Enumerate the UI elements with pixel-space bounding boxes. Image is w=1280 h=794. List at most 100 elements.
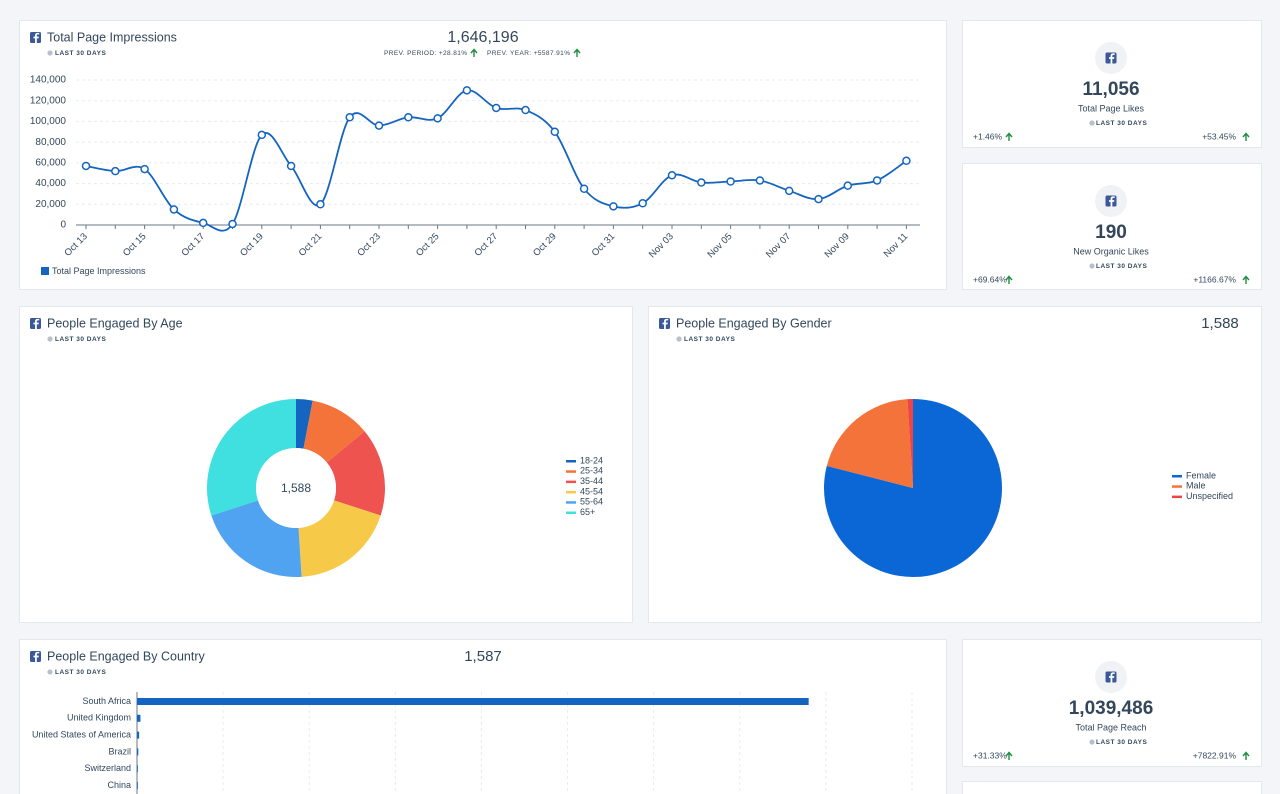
globe-icon (676, 336, 682, 342)
widget-total: 1,587 (464, 648, 502, 665)
y-tick-label: 140,000 (30, 75, 67, 86)
widget-period: LAST 30 DAYS (55, 50, 106, 57)
globe-icon (1089, 263, 1095, 269)
data-point (228, 219, 237, 229)
bar (137, 765, 138, 773)
data-point (726, 177, 735, 186)
legend-swatch (1172, 485, 1182, 488)
fb-f (1109, 196, 1115, 207)
bar (137, 714, 141, 722)
slice (907, 399, 913, 488)
change-period: +31.33% (973, 750, 1007, 760)
fb-f (33, 32, 40, 43)
widget-total: 1,588 (1201, 315, 1239, 332)
data-point (345, 113, 354, 122)
reach-card (962, 639, 1262, 767)
up-arrow (1005, 132, 1013, 141)
up-arrow (1005, 275, 1013, 284)
data-point (374, 121, 384, 130)
stat-period: LAST 30 DAYS (1096, 120, 1147, 127)
legend-label: 18-24 (580, 455, 603, 465)
legend-swatch (566, 480, 576, 484)
stat-value: 1,039,486 (1069, 698, 1154, 719)
up-arrow (1242, 275, 1250, 284)
legend-swatch (566, 460, 576, 463)
y-tick-label: 80,000 (35, 137, 66, 148)
legend-swatch (1172, 475, 1182, 478)
slice (326, 431, 385, 516)
y-tick-label: Brazil (108, 746, 131, 756)
slice (826, 399, 913, 488)
legend-label: Male (1186, 481, 1206, 491)
data-point (286, 161, 296, 171)
legend-label: Female (1186, 470, 1216, 480)
next-card (962, 781, 1262, 794)
widget-total: 1,646,196 (447, 29, 518, 46)
widget-period: LAST 30 DAYS (684, 336, 735, 343)
data-point (550, 127, 560, 137)
slice (207, 399, 296, 516)
fb-f (1109, 672, 1115, 683)
organic-likes-card (962, 163, 1262, 290)
data-point (755, 176, 765, 185)
change-period: +1.46% (973, 131, 1003, 141)
globe-icon (47, 336, 53, 342)
stat-label: Total Page Reach (1075, 722, 1146, 732)
data-point (814, 194, 823, 204)
y-tick-label: 40,000 (35, 178, 66, 189)
likes-card (962, 20, 1262, 148)
change-year: +53.45% (1202, 131, 1236, 141)
data-point (169, 205, 179, 214)
data-point (579, 184, 589, 193)
fb-f (33, 318, 40, 329)
y-tick-label: United States of America (32, 729, 131, 739)
slice (296, 399, 313, 449)
up-arrow (1242, 132, 1250, 141)
prev-year: PREV. YEAR: +5587.91% (487, 50, 570, 57)
y-tick-label: 20,000 (35, 199, 66, 210)
data-point (404, 113, 413, 122)
stat-period: LAST 30 DAYS (1096, 263, 1147, 270)
data-point (316, 200, 325, 209)
slice (211, 500, 302, 577)
data-point (433, 114, 442, 123)
stat-value: 11,056 (1082, 79, 1139, 100)
data-point (667, 171, 677, 180)
change-period: +69.64% (973, 274, 1007, 284)
widget-period: LAST 30 DAYS (55, 336, 106, 343)
widget-period: LAST 30 DAYS (55, 669, 106, 676)
widget-title: Total Page Impressions (47, 30, 177, 44)
legend-swatch (566, 501, 576, 504)
bar (137, 782, 138, 789)
data-point (81, 161, 91, 171)
up-arrow (470, 48, 478, 57)
stat-period: LAST 30 DAYS (1096, 739, 1147, 746)
bar (137, 731, 140, 739)
legend-swatch (41, 267, 49, 275)
prev-period: PREV. PERIOD: +28.81% (384, 50, 468, 57)
widget-title: People Engaged By Age (47, 316, 183, 330)
legend-swatch (1172, 495, 1182, 499)
y-tick-label: South Africa (82, 696, 131, 706)
widget-title: People Engaged By Country (47, 649, 205, 663)
y-tick-label: United Kingdom (67, 713, 131, 723)
data-point (491, 103, 501, 113)
data-point (111, 166, 120, 176)
y-tick-label: China (107, 780, 131, 790)
y-tick-label: 60,000 (35, 157, 66, 168)
data-point (872, 176, 882, 185)
data-point (257, 130, 267, 140)
stat-label: Total Page Likes (1078, 103, 1145, 113)
data-point (462, 86, 472, 95)
data-point (697, 178, 706, 187)
fb-f (662, 318, 669, 329)
y-tick-label: 120,000 (30, 95, 67, 106)
fb-f (33, 651, 40, 662)
stat-label: New Organic Likes (1073, 246, 1149, 256)
legend-label: 35-44 (580, 476, 603, 486)
slice (298, 500, 381, 577)
legend-swatch (566, 470, 576, 473)
data-point (609, 202, 618, 211)
legend-swatch (566, 511, 576, 514)
